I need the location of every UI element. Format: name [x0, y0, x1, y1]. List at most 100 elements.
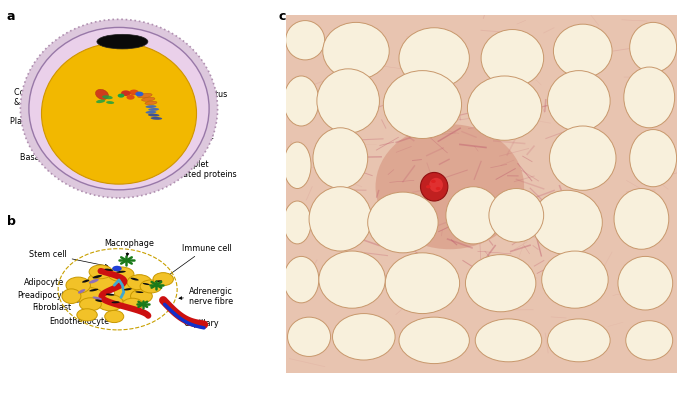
- Ellipse shape: [77, 309, 97, 321]
- Ellipse shape: [141, 98, 155, 102]
- Ellipse shape: [80, 298, 101, 311]
- Ellipse shape: [288, 318, 330, 356]
- Ellipse shape: [41, 44, 197, 185]
- Text: Plasma membrane: Plasma membrane: [10, 117, 94, 126]
- Text: Collagen 6a
& reticular fibres: Collagen 6a & reticular fibres: [14, 87, 100, 107]
- Ellipse shape: [286, 21, 325, 61]
- Ellipse shape: [153, 273, 173, 286]
- Ellipse shape: [89, 289, 99, 292]
- Ellipse shape: [429, 178, 443, 193]
- Ellipse shape: [146, 111, 156, 115]
- Circle shape: [129, 90, 139, 96]
- Text: Smooth ER: Smooth ER: [155, 100, 207, 109]
- Ellipse shape: [547, 319, 610, 362]
- Ellipse shape: [542, 252, 608, 309]
- Ellipse shape: [102, 96, 113, 100]
- Circle shape: [118, 94, 124, 98]
- Ellipse shape: [431, 180, 436, 183]
- Text: Endotheliocyte: Endotheliocyte: [49, 314, 112, 325]
- Ellipse shape: [333, 314, 395, 360]
- Ellipse shape: [127, 275, 152, 290]
- Text: Basal lamina: Basal lamina: [20, 151, 97, 161]
- Ellipse shape: [614, 189, 668, 249]
- Ellipse shape: [532, 191, 602, 255]
- Ellipse shape: [384, 71, 462, 139]
- Ellipse shape: [368, 193, 438, 253]
- Ellipse shape: [122, 298, 143, 311]
- Ellipse shape: [386, 253, 460, 314]
- Text: Macrophage: Macrophage: [104, 239, 154, 256]
- Ellipse shape: [420, 173, 448, 202]
- Text: Lipid droplet: Lipid droplet: [152, 131, 214, 140]
- Ellipse shape: [465, 255, 536, 312]
- Ellipse shape: [66, 277, 90, 294]
- Ellipse shape: [116, 271, 126, 273]
- Ellipse shape: [489, 189, 544, 243]
- Ellipse shape: [284, 257, 319, 303]
- Ellipse shape: [151, 117, 162, 121]
- Ellipse shape: [467, 77, 542, 141]
- Ellipse shape: [630, 23, 677, 73]
- Text: Stem cell: Stem cell: [29, 250, 108, 267]
- Ellipse shape: [284, 143, 311, 189]
- Ellipse shape: [626, 321, 673, 360]
- Ellipse shape: [313, 128, 368, 189]
- Ellipse shape: [323, 23, 389, 80]
- Text: Rough ER: Rough ER: [156, 110, 201, 119]
- Ellipse shape: [145, 102, 157, 105]
- Ellipse shape: [131, 290, 152, 303]
- Ellipse shape: [137, 94, 152, 99]
- Ellipse shape: [549, 127, 616, 191]
- Ellipse shape: [95, 300, 102, 302]
- Ellipse shape: [108, 267, 134, 282]
- Ellipse shape: [554, 25, 612, 79]
- Ellipse shape: [92, 297, 102, 300]
- Ellipse shape: [62, 289, 81, 304]
- Ellipse shape: [89, 265, 112, 279]
- Ellipse shape: [135, 292, 143, 293]
- Ellipse shape: [148, 109, 159, 112]
- Text: Vaisseau sanguin: Vaisseau sanguin: [313, 198, 432, 361]
- Ellipse shape: [20, 20, 218, 198]
- Text: Mitochondrium: Mitochondrium: [27, 81, 97, 94]
- Ellipse shape: [105, 311, 124, 323]
- Circle shape: [121, 91, 131, 97]
- Ellipse shape: [112, 301, 120, 304]
- Text: Preadipocyte: Preadipocyte: [17, 290, 80, 299]
- Ellipse shape: [124, 288, 132, 291]
- Ellipse shape: [92, 275, 102, 279]
- Text: Immune cell: Immune cell: [159, 243, 232, 282]
- Ellipse shape: [630, 130, 677, 187]
- Ellipse shape: [95, 90, 109, 100]
- Text: Nucleus: Nucleus: [139, 85, 195, 94]
- Ellipse shape: [399, 318, 469, 364]
- Ellipse shape: [475, 319, 542, 362]
- Ellipse shape: [148, 114, 159, 117]
- Ellipse shape: [317, 70, 379, 134]
- Ellipse shape: [319, 252, 386, 309]
- Ellipse shape: [82, 280, 89, 283]
- Ellipse shape: [105, 269, 113, 271]
- Text: Golgi apparatus: Golgi apparatus: [152, 90, 227, 98]
- Text: b: b: [7, 215, 16, 228]
- Ellipse shape: [155, 281, 162, 282]
- Text: a: a: [7, 10, 15, 23]
- Circle shape: [112, 266, 122, 272]
- Ellipse shape: [131, 278, 139, 281]
- Ellipse shape: [146, 106, 156, 109]
- Ellipse shape: [106, 102, 114, 105]
- Ellipse shape: [284, 77, 319, 127]
- Ellipse shape: [96, 100, 105, 104]
- Text: Tissu conjonctif avec
fibroblastes: Tissu conjonctif avec fibroblastes: [516, 234, 618, 373]
- Ellipse shape: [547, 71, 610, 132]
- Ellipse shape: [143, 283, 150, 286]
- Ellipse shape: [375, 125, 524, 249]
- Circle shape: [135, 92, 143, 97]
- Ellipse shape: [106, 294, 114, 296]
- Ellipse shape: [618, 257, 673, 310]
- Text: c: c: [279, 10, 286, 23]
- Ellipse shape: [481, 30, 543, 87]
- Text: Adrenergic
nerve fibre: Adrenergic nerve fibre: [179, 286, 233, 305]
- Ellipse shape: [29, 28, 209, 190]
- Ellipse shape: [114, 284, 144, 301]
